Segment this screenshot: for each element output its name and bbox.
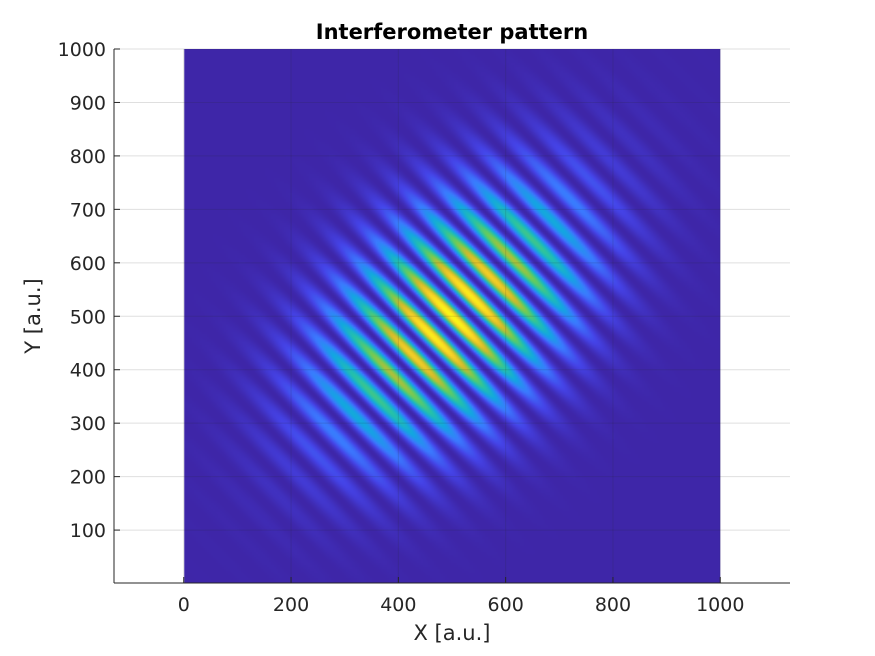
x-tick-label: 800	[595, 594, 631, 616]
x-axis-label: X [a.u.]	[414, 621, 491, 645]
y-ticks: 100 200 300 400 500 600 700 800 900 1000	[58, 39, 120, 542]
x-tick-label: 200	[273, 594, 309, 616]
y-tick-label: 500	[70, 306, 106, 328]
x-tick-label: 0	[178, 594, 190, 616]
y-tick-label: 200	[70, 467, 106, 489]
x-tick-label: 400	[380, 594, 416, 616]
heatmap-image	[184, 49, 721, 583]
y-tick-label: 100	[70, 520, 106, 542]
y-tick-label: 700	[70, 199, 106, 221]
y-tick-label: 400	[70, 360, 106, 382]
heatmap-image-group	[184, 49, 721, 583]
grid-lines	[114, 48, 790, 583]
x-tick-label: 600	[488, 594, 524, 616]
y-axis-label: Y [a.u.]	[21, 278, 45, 354]
x-tick-label: 1000	[696, 594, 744, 616]
y-tick-label: 600	[70, 253, 106, 275]
y-tick-label: 300	[70, 413, 106, 435]
y-tick-label: 900	[70, 92, 106, 114]
y-tick-label: 1000	[58, 39, 106, 61]
chart-title: Interferometer pattern	[316, 20, 588, 44]
x-ticks: 0 200 400 600 800 1000	[178, 577, 744, 616]
y-tick-label: 800	[70, 146, 106, 168]
